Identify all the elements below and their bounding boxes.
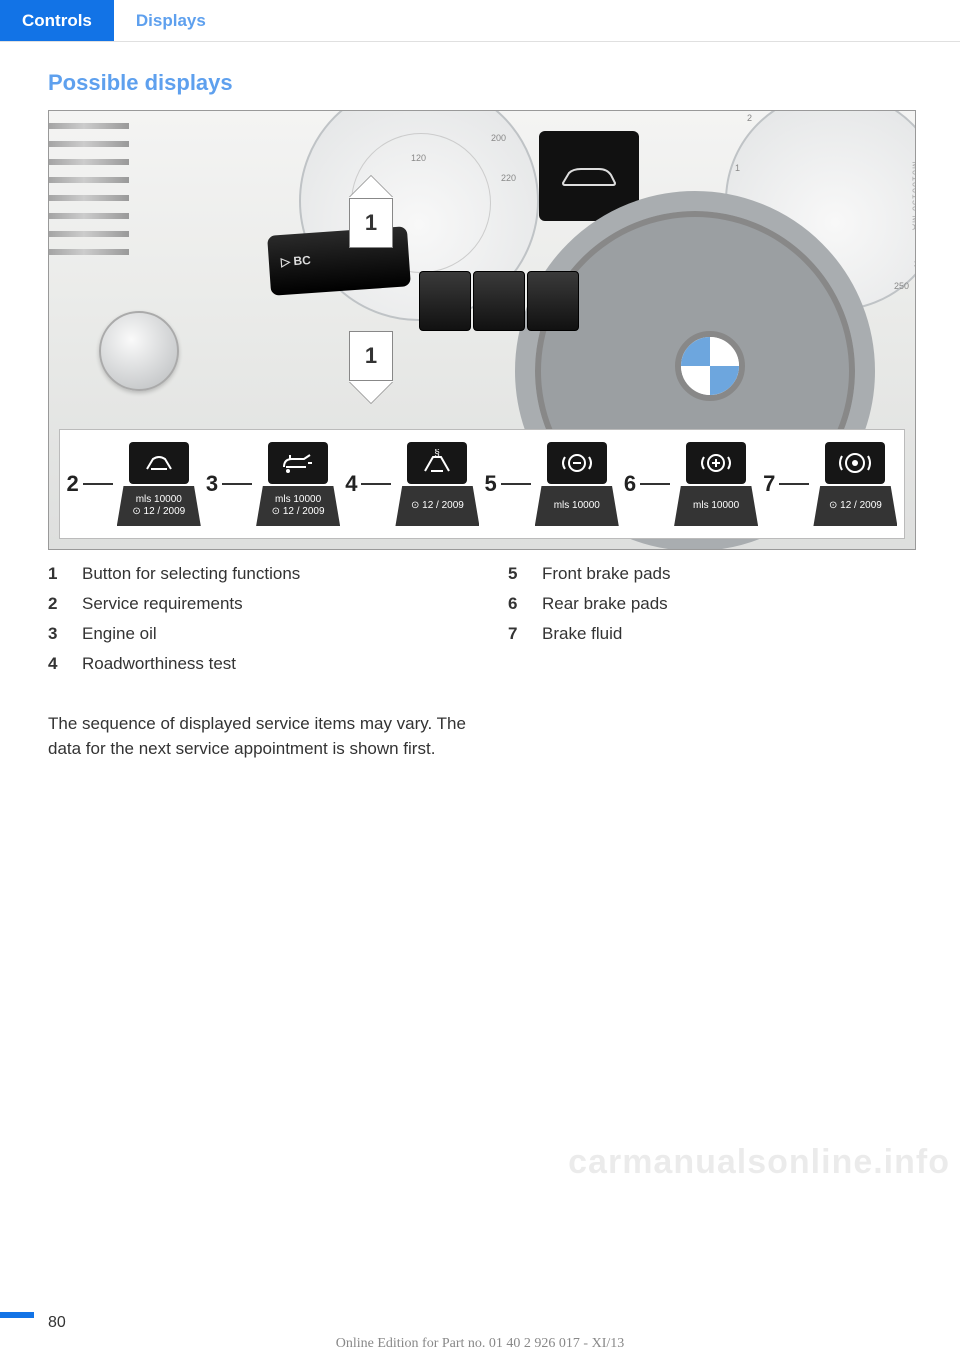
legend-col-right: 5 Front brake pads 6 Rear brake pads 7 Brake … bbox=[508, 564, 908, 684]
service-icon-item: 2 mls 10000⊙ 12 / 2009 bbox=[67, 442, 201, 526]
service-display-icon: mls 10000⊙ 12 / 2009 bbox=[256, 486, 340, 526]
watermark: carmanualsonline.info bbox=[568, 1143, 950, 1182]
icon-lead-line bbox=[779, 483, 809, 485]
figure-code: M0100150 MA bbox=[911, 161, 916, 231]
service-display-icon: ⊙ 12 / 2009 bbox=[813, 486, 897, 526]
legend-num: 2 bbox=[48, 594, 64, 614]
service-display-icon: mls 10000 bbox=[535, 486, 619, 526]
service-symbol-icon bbox=[547, 442, 607, 484]
legend-text: Front brake pads bbox=[542, 564, 671, 584]
icon-number: 2 bbox=[67, 471, 79, 497]
icon-stack: mls 10000 bbox=[535, 442, 619, 526]
page-header: Controls Displays bbox=[0, 0, 960, 42]
service-icon-row: 2 mls 10000⊙ 12 / 2009 3 mls 10000⊙ 12 /… bbox=[59, 429, 905, 539]
figure-main: 160 180 200 220 120 2 1 1/min x 1000 340… bbox=[49, 111, 915, 431]
legend-text: Service requirements bbox=[82, 594, 243, 614]
legend-num: 6 bbox=[508, 594, 524, 614]
legend-text: Brake fluid bbox=[542, 624, 622, 644]
icon-lead-line bbox=[83, 483, 113, 485]
icon-stack: § ⊙ 12 / 2009 bbox=[395, 442, 479, 526]
icon-number: 4 bbox=[345, 471, 357, 497]
legend-item: 3 Engine oil bbox=[48, 624, 448, 644]
page-content: Possible displays 160 180 200 220 120 bbox=[0, 42, 960, 761]
legend-item: 5 Front brake pads bbox=[508, 564, 908, 584]
legend-num: 4 bbox=[48, 654, 64, 674]
service-symbol-icon bbox=[129, 442, 189, 484]
legend-col-left: 1 Button for selecting functions 2 Service … bbox=[48, 564, 448, 684]
service-display-icon: ⊙ 12 / 2009 bbox=[395, 486, 479, 526]
gauge-tick: 120 bbox=[411, 153, 426, 163]
icon-stack: mls 10000 bbox=[674, 442, 758, 526]
service-symbol-icon bbox=[686, 442, 746, 484]
stalk-label: ▷ BC bbox=[280, 253, 311, 269]
icon-number: 7 bbox=[763, 471, 775, 497]
legend-text: Button for selecting functions bbox=[82, 564, 300, 584]
car-silhouette-icon bbox=[559, 161, 619, 191]
gauge-tick: 2 bbox=[747, 113, 752, 123]
icon-number: 6 bbox=[624, 471, 636, 497]
service-icon-item: 5 mls 10000 bbox=[485, 442, 619, 526]
legend-item: 6 Rear brake pads bbox=[508, 594, 908, 614]
service-symbol-icon: § bbox=[407, 442, 467, 484]
icon-number: 5 bbox=[485, 471, 497, 497]
light-knob bbox=[99, 311, 179, 391]
service-icon-item: 7 ⊙ 12 / 2009 bbox=[763, 442, 897, 526]
legend-text: Rear brake pads bbox=[542, 594, 668, 614]
icon-lead-line bbox=[640, 483, 670, 485]
wheel-buttons bbox=[419, 271, 579, 331]
gauge-tick: 250 bbox=[894, 281, 909, 291]
arrow-label: 1 bbox=[349, 331, 393, 381]
icon-lead-line bbox=[222, 483, 252, 485]
service-display-icon: mls 10000 bbox=[674, 486, 758, 526]
legend-num: 1 bbox=[48, 564, 64, 584]
legend-item: 4 Roadworthiness test bbox=[48, 654, 448, 674]
legend-text: Roadworthiness test bbox=[82, 654, 236, 674]
legend-num: 3 bbox=[48, 624, 64, 644]
service-symbol-icon bbox=[825, 442, 885, 484]
icon-stack: ⊙ 12 / 2009 bbox=[813, 442, 897, 526]
service-display-icon: mls 10000⊙ 12 / 2009 bbox=[117, 486, 201, 526]
dashboard-figure: 160 180 200 220 120 2 1 1/min x 1000 340… bbox=[48, 110, 916, 550]
gauge-tick: 1 bbox=[735, 163, 740, 173]
body-text: The sequence of displayed service items … bbox=[48, 712, 468, 761]
section-title: Possible displays bbox=[48, 70, 924, 96]
icon-number: 3 bbox=[206, 471, 218, 497]
icon-lead-line bbox=[501, 483, 531, 485]
footer-accent bbox=[0, 1312, 34, 1318]
legend: 1 Button for selecting functions 2 Service … bbox=[48, 564, 924, 684]
arrow-label: 1 bbox=[349, 198, 393, 248]
icon-stack: mls 10000⊙ 12 / 2009 bbox=[117, 442, 201, 526]
service-symbol-icon bbox=[268, 442, 328, 484]
service-icon-item: 4 § ⊙ 12 / 2009 bbox=[345, 442, 479, 526]
footer-text: Online Edition for Part no. 01 40 2 926 … bbox=[0, 1336, 960, 1352]
gauge-tick: 340 bbox=[914, 259, 916, 269]
bmw-logo bbox=[675, 331, 745, 401]
gauge-tick: 200 bbox=[491, 133, 506, 143]
legend-num: 5 bbox=[508, 564, 524, 584]
legend-item: 1 Button for selecting functions bbox=[48, 564, 448, 584]
service-icon-item: 6 mls 10000 bbox=[624, 442, 758, 526]
icon-stack: mls 10000⊙ 12 / 2009 bbox=[256, 442, 340, 526]
svg-text:§: § bbox=[435, 449, 441, 459]
legend-num: 7 bbox=[508, 624, 524, 644]
stalk-arrow-up: 1 bbox=[349, 176, 393, 248]
page-number: 80 bbox=[48, 1314, 66, 1332]
tab-controls[interactable]: Controls bbox=[0, 0, 114, 41]
icon-lead-line bbox=[361, 483, 391, 485]
gauge-tick: 180 bbox=[461, 110, 476, 113]
stalk-arrow-down: 1 bbox=[349, 331, 393, 403]
legend-text: Engine oil bbox=[82, 624, 157, 644]
service-icon-item: 3 mls 10000⊙ 12 / 2009 bbox=[206, 442, 340, 526]
tab-displays[interactable]: Displays bbox=[114, 0, 228, 41]
legend-item: 2 Service requirements bbox=[48, 594, 448, 614]
legend-item: 7 Brake fluid bbox=[508, 624, 908, 644]
gauge-tick: 220 bbox=[501, 173, 516, 183]
footer: 80 Online Edition for Part no. 01 40 2 9… bbox=[0, 1302, 960, 1362]
